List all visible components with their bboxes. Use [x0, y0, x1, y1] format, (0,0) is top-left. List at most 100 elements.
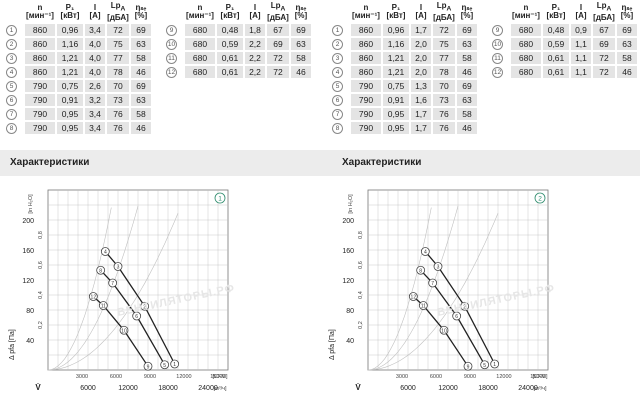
cell-eta: 58	[131, 51, 151, 64]
cell-n: 860	[25, 23, 55, 36]
chart-id-badge	[214, 192, 226, 204]
table-row: 4 860 1,21 4,0 78 46	[6, 65, 151, 78]
cell-lp: 73	[107, 93, 129, 106]
operating-point-marker	[119, 325, 129, 335]
table-row: 4 860 1,21 2,0 78 46	[332, 65, 477, 78]
cell-lp: 72	[267, 65, 289, 78]
cell-p: 1,16	[383, 37, 409, 50]
operating-point-marker	[416, 265, 426, 275]
x-secondary-tick-label: 3000	[396, 374, 408, 380]
cell-n: 860	[25, 51, 55, 64]
row-index-badge: 7	[6, 108, 17, 120]
operating-point-label: 7	[431, 281, 434, 287]
cell-p: 0,75	[383, 79, 409, 92]
y-tick-label: 40	[346, 338, 354, 345]
table-row: 10 680 0,59 1,1 69 63	[492, 37, 637, 50]
row-index-badge: 10	[166, 38, 177, 50]
section-title: Характеристики	[342, 157, 422, 168]
cell-eta: 46	[131, 65, 151, 78]
cell-i: 4,0	[85, 51, 105, 64]
cell-p: 0,48	[217, 23, 243, 36]
operating-point-marker	[170, 359, 180, 369]
cell-lp: 77	[433, 51, 455, 64]
x-secondary-axis-label: [CFM]	[533, 374, 548, 380]
x-secondary-tick-label: 6000	[110, 374, 122, 380]
cell-i: 3,4	[85, 23, 105, 36]
efficiency-curve	[47, 212, 179, 371]
cell-i: 1,8	[245, 23, 265, 36]
cell-i: 0,9	[571, 23, 591, 36]
fan-curve-680-min-1	[412, 296, 469, 367]
cell-n: 680	[511, 51, 541, 64]
y-tick-label: 160	[22, 248, 34, 255]
cell-i: 1,7	[411, 107, 431, 120]
cell-i: 1,7	[411, 23, 431, 36]
x-secondary-tick-label: 15000	[210, 374, 225, 380]
table-row: 1 860 0,96 1,7 72 69	[332, 23, 477, 36]
cell-lp: 75	[107, 37, 129, 50]
operating-point-label: 8	[99, 268, 102, 274]
table-row: 7 790 0,95 1,7 76 58	[332, 107, 477, 120]
y-tick-label: 200	[342, 218, 354, 225]
cell-lp: 67	[267, 23, 289, 36]
cell-lp: 72	[107, 23, 129, 36]
cell-lp: 72	[593, 51, 615, 64]
operating-point-marker	[140, 301, 150, 311]
cell-p: 0,91	[383, 93, 409, 106]
y-tick-label: 120	[22, 278, 34, 285]
table-row: 1 860 0,96 3,4 72 69	[6, 23, 151, 36]
operating-point-label: 1	[493, 362, 496, 368]
cell-n: 790	[351, 107, 381, 120]
cell-p: 0,61	[543, 51, 569, 64]
operating-point-label: 9	[147, 364, 150, 370]
operating-point-label: 10	[121, 328, 127, 334]
operating-point-label: 12	[411, 295, 417, 301]
cell-eta: 46	[457, 121, 477, 134]
cell-p: 0,95	[383, 107, 409, 120]
cell-eta: 58	[131, 107, 151, 120]
cell-eta: 63	[131, 37, 151, 50]
x-tick-label: 18000	[478, 385, 498, 392]
table-row: 12 680 0,61 2,2 72 46	[166, 65, 311, 78]
x-tick-label: 12000	[118, 385, 138, 392]
row-index-badge: 9	[492, 24, 503, 36]
cell-p: 0,61	[217, 65, 243, 78]
operating-point-marker	[132, 311, 142, 321]
cell-p: 0,61	[217, 51, 243, 64]
cell-lp: 69	[593, 37, 615, 50]
fan-curve-860-min-1	[104, 251, 176, 365]
row-index-badge: 2	[332, 38, 343, 50]
x-tick-label: 24000	[198, 385, 218, 392]
operating-point-label: 10	[441, 328, 447, 334]
operating-point-marker	[108, 278, 118, 288]
table-row: 7 790 0,95 3,4 76 58	[6, 107, 151, 120]
cell-n: 860	[25, 37, 55, 50]
cell-lp: 70	[433, 79, 455, 92]
operating-point-label: 5	[163, 363, 166, 369]
cell-lp: 75	[433, 37, 455, 50]
cell-i: 2,2	[245, 37, 265, 50]
operating-point-marker	[439, 325, 449, 335]
table-row: 12 680 0,61 1,1 72 46	[492, 65, 637, 78]
cell-eta: 69	[617, 23, 637, 36]
operating-point-marker	[463, 361, 473, 371]
x-secondary-tick-label: 12000	[176, 374, 191, 380]
y-tick-label: 200	[22, 218, 34, 225]
operating-point-marker	[143, 361, 153, 371]
cell-i: 1,1	[571, 65, 591, 78]
table-row: 8 790 0,95 1,7 76 46	[332, 121, 477, 134]
y-axis-label: Δ pfa [Па]	[9, 329, 16, 360]
cell-i: 4,0	[85, 37, 105, 50]
row-index-badge: 11	[166, 52, 177, 64]
table-row: 8 790 0,95 3,4 76 46	[6, 121, 151, 134]
operating-point-label: 4	[424, 250, 427, 256]
cell-i: 1,3	[411, 79, 431, 92]
operating-point-label: 4	[104, 250, 107, 256]
cell-n: 790	[25, 121, 55, 134]
cell-p: 0,48	[543, 23, 569, 36]
row-index-badge: 10	[492, 38, 503, 50]
table-row: 2 860 1,16 2,0 75 63	[332, 37, 477, 50]
cell-i: 3,2	[85, 93, 105, 106]
